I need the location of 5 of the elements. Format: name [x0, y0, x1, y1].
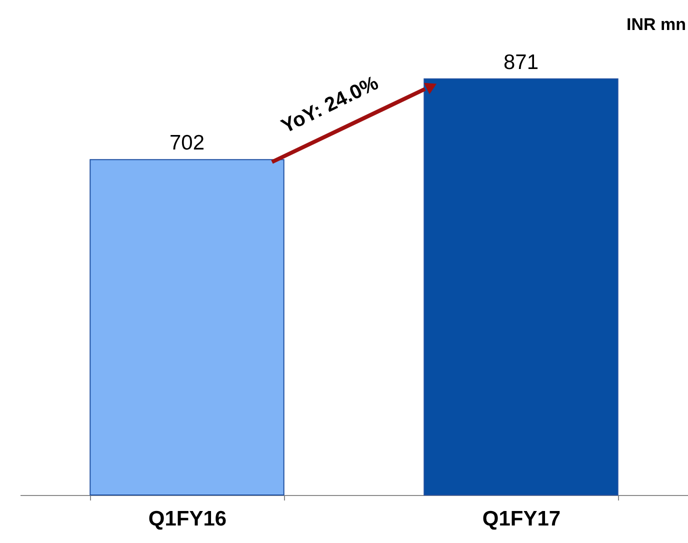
data-label: 871: [503, 50, 539, 74]
x-tick-label: Q1FY16: [148, 508, 227, 530]
x-tick-label: Q1FY17: [482, 508, 561, 530]
y-axis-title: INR mn: [626, 15, 686, 34]
data-label: 702: [169, 132, 205, 155]
